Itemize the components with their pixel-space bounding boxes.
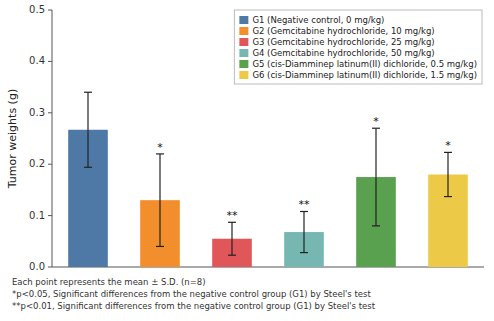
bars	[68, 92, 468, 267]
legend-label: G6 (cis-Diamminep latinum(II) dichloride…	[252, 70, 477, 80]
error-line	[303, 211, 304, 252]
y-tick-label: 0.0	[29, 261, 45, 272]
y-tick-label: 0.4	[29, 55, 45, 66]
legend-label: G4 (Gemcitabine hydrochloride, 50 mg/kg)	[252, 48, 434, 58]
y-tick	[48, 215, 52, 216]
annotation: **	[227, 209, 239, 222]
error-cap	[372, 225, 380, 226]
legend-label: G1 (Negative control, 0 mg/kg)	[252, 15, 384, 25]
error-bar	[156, 154, 164, 247]
legend-swatch	[239, 71, 248, 79]
error-line	[375, 128, 376, 226]
legend-label: G2 (Gemcitabine hydrochloride, 10 mg/kg)	[252, 26, 434, 36]
legend: G1 (Negative control, 0 mg/kg)G2 (Gemcit…	[234, 10, 482, 84]
y-tick-label: 0.3	[29, 107, 45, 118]
y-tick	[48, 112, 52, 113]
error-cap	[444, 196, 452, 197]
legend-label: G3 (Gemcitabine hydrochloride, 25 mg/kg)	[252, 37, 434, 47]
annotation: *	[157, 141, 163, 154]
chart: 0.00.10.20.30.40.5Tumor weights (g)*****…	[0, 0, 494, 321]
x-axis-line	[52, 267, 484, 268]
error-bar	[300, 211, 308, 252]
error-line	[447, 152, 448, 196]
y-tick-label: 0.2	[29, 158, 45, 169]
error-line	[231, 222, 232, 255]
legend-swatch	[239, 60, 248, 68]
error-bar	[84, 92, 92, 167]
footnote: *p<0.05, Significant differences from th…	[12, 289, 371, 299]
y-tick	[48, 164, 52, 165]
annotation: *	[373, 115, 379, 128]
legend-frame	[234, 10, 482, 84]
y-tick-label: 0.5	[29, 4, 45, 15]
y-tick	[48, 267, 52, 268]
legend-swatch	[239, 27, 248, 35]
error-cap	[300, 252, 308, 253]
error-bar	[372, 128, 380, 226]
error-line	[159, 154, 160, 247]
legend-label: G5 (cis-Diamminep latinum(II) dichloride…	[252, 59, 477, 69]
y-tick-label: 0.1	[29, 210, 45, 221]
error-cap	[84, 167, 92, 168]
error-cap	[228, 255, 236, 256]
y-axis: 0.0 0.1 0.2 0.3 0.4 0.5	[29, 4, 484, 272]
annotation: *	[445, 139, 451, 152]
y-tick	[48, 61, 52, 62]
error-cap	[156, 246, 164, 247]
error-line	[87, 92, 88, 167]
y-tick	[48, 10, 52, 11]
error-cap	[84, 92, 92, 93]
legend-swatch	[239, 49, 248, 57]
annotation: **	[299, 198, 311, 211]
y-axis-label: Tumor weights (g)	[6, 89, 19, 189]
footnote: Each point represents the mean ± S.D. (n…	[12, 277, 206, 287]
error-bar	[228, 222, 236, 255]
y-axis-line	[52, 10, 53, 267]
legend-swatch	[239, 38, 248, 46]
footnote: **p<0.01, Significant differences from t…	[12, 301, 376, 311]
error-bar	[444, 152, 452, 196]
legend-swatch	[239, 16, 248, 24]
